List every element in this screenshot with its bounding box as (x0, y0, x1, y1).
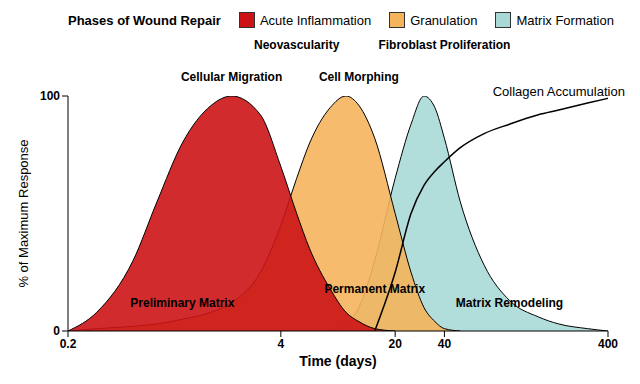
svg-text:Permanent Matrix: Permanent Matrix (324, 282, 425, 296)
svg-text:Cell Morphing: Cell Morphing (319, 70, 399, 84)
svg-text:Fibroblast Proliferation: Fibroblast Proliferation (378, 38, 510, 52)
html-text:Matrix Formation: Matrix Formation (516, 12, 614, 28)
svg-text:Neovascularity: Neovascularity (254, 38, 340, 52)
svg-text:Matrix Remodeling: Matrix Remodeling (456, 296, 563, 310)
svg-text:20: 20 (388, 337, 402, 351)
svg-text:40: 40 (438, 337, 452, 351)
svg-text:Time (days): Time (days) (299, 353, 377, 369)
html-text:Acute Inflammation: Acute Inflammation (259, 12, 372, 28)
svg-text:100: 100 (40, 89, 60, 103)
svg-text:400: 400 (598, 337, 618, 351)
svg-text:4: 4 (277, 337, 284, 351)
svg-text:% of Maximum Response: % of Maximum Response (16, 139, 31, 287)
svg-text:Collagen Accumulation: Collagen Accumulation (493, 84, 625, 99)
html-text:Granulation: Granulation (410, 12, 478, 28)
svg-text:0.2: 0.2 (60, 337, 77, 351)
svg-text:0: 0 (53, 324, 60, 338)
html-text:Phases of Wound Repair: Phases of Wound Repair (68, 12, 221, 28)
svg-text:Preliminary Matrix: Preliminary Matrix (130, 296, 234, 310)
svg-text:Cellular Migration: Cellular Migration (181, 70, 282, 84)
